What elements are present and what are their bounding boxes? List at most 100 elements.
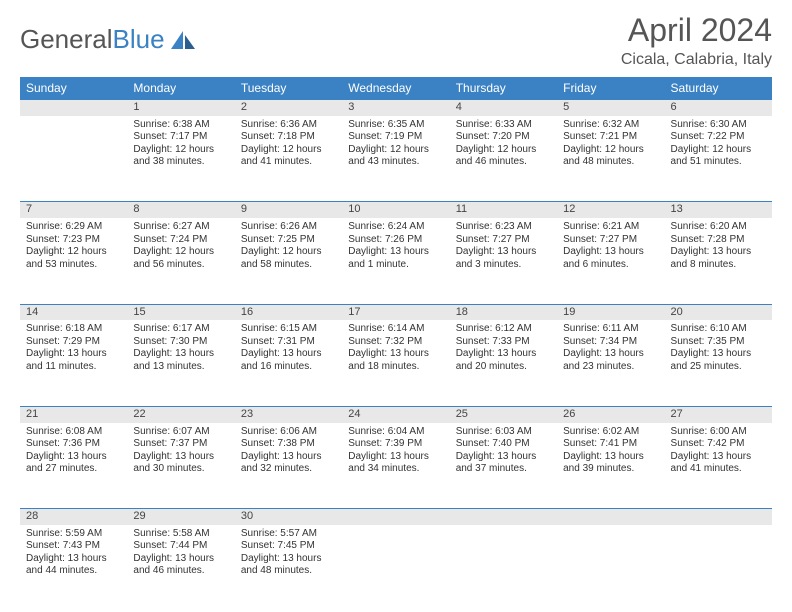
sunrise-text: Sunrise: 6:38 AM — [133, 119, 228, 132]
sunset-text: Sunset: 7:19 PM — [348, 131, 443, 144]
day-number-cell — [557, 509, 664, 525]
sunset-text: Sunset: 7:34 PM — [563, 336, 658, 349]
day-number-cell: 11 — [450, 202, 557, 218]
sunset-text: Sunset: 7:27 PM — [456, 234, 551, 247]
header: GeneralBlue April 2024 Cicala, Calabria,… — [20, 12, 772, 69]
day-number-row: 282930 — [20, 509, 772, 525]
daylight-text: Daylight: 13 hours — [26, 451, 121, 464]
day-content-cell: Sunrise: 6:17 AMSunset: 7:30 PMDaylight:… — [127, 320, 234, 406]
day-content-cell: Sunrise: 5:59 AMSunset: 7:43 PMDaylight:… — [20, 525, 127, 611]
sunrise-text: Sunrise: 6:23 AM — [456, 221, 551, 234]
daylight-text: and 32 minutes. — [241, 463, 336, 476]
daylight-text: and 58 minutes. — [241, 259, 336, 272]
sunrise-text: Sunrise: 6:18 AM — [26, 323, 121, 336]
daylight-text: and 46 minutes. — [456, 156, 551, 169]
sunset-text: Sunset: 7:44 PM — [133, 540, 228, 553]
sunset-text: Sunset: 7:42 PM — [671, 438, 766, 451]
daylight-text: Daylight: 12 hours — [241, 144, 336, 157]
day-number-cell: 27 — [665, 406, 772, 422]
sunset-text: Sunset: 7:30 PM — [133, 336, 228, 349]
day-number-cell: 25 — [450, 406, 557, 422]
daylight-text: and 51 minutes. — [671, 156, 766, 169]
sunrise-text: Sunrise: 6:10 AM — [671, 323, 766, 336]
daylight-text: Daylight: 13 hours — [456, 348, 551, 361]
daylight-text: and 34 minutes. — [348, 463, 443, 476]
sunset-text: Sunset: 7:23 PM — [26, 234, 121, 247]
day-number-cell: 10 — [342, 202, 449, 218]
daylight-text: Daylight: 13 hours — [133, 553, 228, 566]
sunrise-text: Sunrise: 6:04 AM — [348, 426, 443, 439]
month-title: April 2024 — [621, 12, 772, 49]
sunrise-text: Sunrise: 6:30 AM — [671, 119, 766, 132]
daylight-text: Daylight: 13 hours — [241, 348, 336, 361]
sunrise-text: Sunrise: 5:57 AM — [241, 528, 336, 541]
daylight-text: Daylight: 13 hours — [133, 348, 228, 361]
day-number-row: 14151617181920 — [20, 304, 772, 320]
sunrise-text: Sunrise: 6:02 AM — [563, 426, 658, 439]
title-block: April 2024 Cicala, Calabria, Italy — [621, 12, 772, 69]
sunset-text: Sunset: 7:24 PM — [133, 234, 228, 247]
sunrise-text: Sunrise: 6:11 AM — [563, 323, 658, 336]
daylight-text: and 43 minutes. — [348, 156, 443, 169]
daylight-text: Daylight: 13 hours — [26, 348, 121, 361]
calendar-table: Sunday Monday Tuesday Wednesday Thursday… — [20, 77, 772, 611]
day-content-row: Sunrise: 6:38 AMSunset: 7:17 PMDaylight:… — [20, 116, 772, 202]
logo: GeneralBlue — [20, 12, 199, 55]
sunrise-text: Sunrise: 6:36 AM — [241, 119, 336, 132]
day-number-cell: 30 — [235, 509, 342, 525]
daylight-text: Daylight: 13 hours — [348, 246, 443, 259]
sunset-text: Sunset: 7:28 PM — [671, 234, 766, 247]
sunset-text: Sunset: 7:22 PM — [671, 131, 766, 144]
day-content-cell: Sunrise: 6:38 AMSunset: 7:17 PMDaylight:… — [127, 116, 234, 202]
daylight-text: and 37 minutes. — [456, 463, 551, 476]
daylight-text: Daylight: 13 hours — [241, 451, 336, 464]
day-content-cell: Sunrise: 6:03 AMSunset: 7:40 PMDaylight:… — [450, 423, 557, 509]
sunset-text: Sunset: 7:37 PM — [133, 438, 228, 451]
day-content-cell: Sunrise: 6:33 AMSunset: 7:20 PMDaylight:… — [450, 116, 557, 202]
daylight-text: Daylight: 13 hours — [456, 451, 551, 464]
logo-sail-icon — [169, 29, 199, 51]
weekday-header: Friday — [557, 77, 664, 100]
day-number-cell — [342, 509, 449, 525]
daylight-text: and 23 minutes. — [563, 361, 658, 374]
sunrise-text: Sunrise: 6:03 AM — [456, 426, 551, 439]
day-content-cell — [450, 525, 557, 611]
sunset-text: Sunset: 7:40 PM — [456, 438, 551, 451]
day-content-cell: Sunrise: 6:07 AMSunset: 7:37 PMDaylight:… — [127, 423, 234, 509]
sunrise-text: Sunrise: 6:21 AM — [563, 221, 658, 234]
day-content-cell: Sunrise: 5:57 AMSunset: 7:45 PMDaylight:… — [235, 525, 342, 611]
day-content-cell: Sunrise: 5:58 AMSunset: 7:44 PMDaylight:… — [127, 525, 234, 611]
daylight-text: and 25 minutes. — [671, 361, 766, 374]
daylight-text: and 44 minutes. — [26, 565, 121, 578]
day-number-cell: 8 — [127, 202, 234, 218]
daylight-text: and 27 minutes. — [26, 463, 121, 476]
daylight-text: Daylight: 12 hours — [241, 246, 336, 259]
sunset-text: Sunset: 7:43 PM — [26, 540, 121, 553]
sunset-text: Sunset: 7:41 PM — [563, 438, 658, 451]
daylight-text: Daylight: 12 hours — [563, 144, 658, 157]
sunset-text: Sunset: 7:36 PM — [26, 438, 121, 451]
day-number-cell: 19 — [557, 304, 664, 320]
sunset-text: Sunset: 7:32 PM — [348, 336, 443, 349]
sunset-text: Sunset: 7:35 PM — [671, 336, 766, 349]
daylight-text: and 48 minutes. — [563, 156, 658, 169]
day-number-cell: 15 — [127, 304, 234, 320]
daylight-text: and 8 minutes. — [671, 259, 766, 272]
day-number-cell: 17 — [342, 304, 449, 320]
day-content-cell: Sunrise: 6:04 AMSunset: 7:39 PMDaylight:… — [342, 423, 449, 509]
sunset-text: Sunset: 7:26 PM — [348, 234, 443, 247]
sunrise-text: Sunrise: 5:59 AM — [26, 528, 121, 541]
daylight-text: and 3 minutes. — [456, 259, 551, 272]
day-content-cell: Sunrise: 6:24 AMSunset: 7:26 PMDaylight:… — [342, 218, 449, 304]
day-content-cell: Sunrise: 6:23 AMSunset: 7:27 PMDaylight:… — [450, 218, 557, 304]
day-content-row: Sunrise: 6:18 AMSunset: 7:29 PMDaylight:… — [20, 320, 772, 406]
day-content-cell: Sunrise: 6:26 AMSunset: 7:25 PMDaylight:… — [235, 218, 342, 304]
daylight-text: Daylight: 13 hours — [348, 348, 443, 361]
sunrise-text: Sunrise: 6:08 AM — [26, 426, 121, 439]
sunset-text: Sunset: 7:29 PM — [26, 336, 121, 349]
day-content-cell: Sunrise: 6:29 AMSunset: 7:23 PMDaylight:… — [20, 218, 127, 304]
sunrise-text: Sunrise: 6:33 AM — [456, 119, 551, 132]
day-number-cell: 18 — [450, 304, 557, 320]
daylight-text: and 38 minutes. — [133, 156, 228, 169]
sunrise-text: Sunrise: 6:12 AM — [456, 323, 551, 336]
